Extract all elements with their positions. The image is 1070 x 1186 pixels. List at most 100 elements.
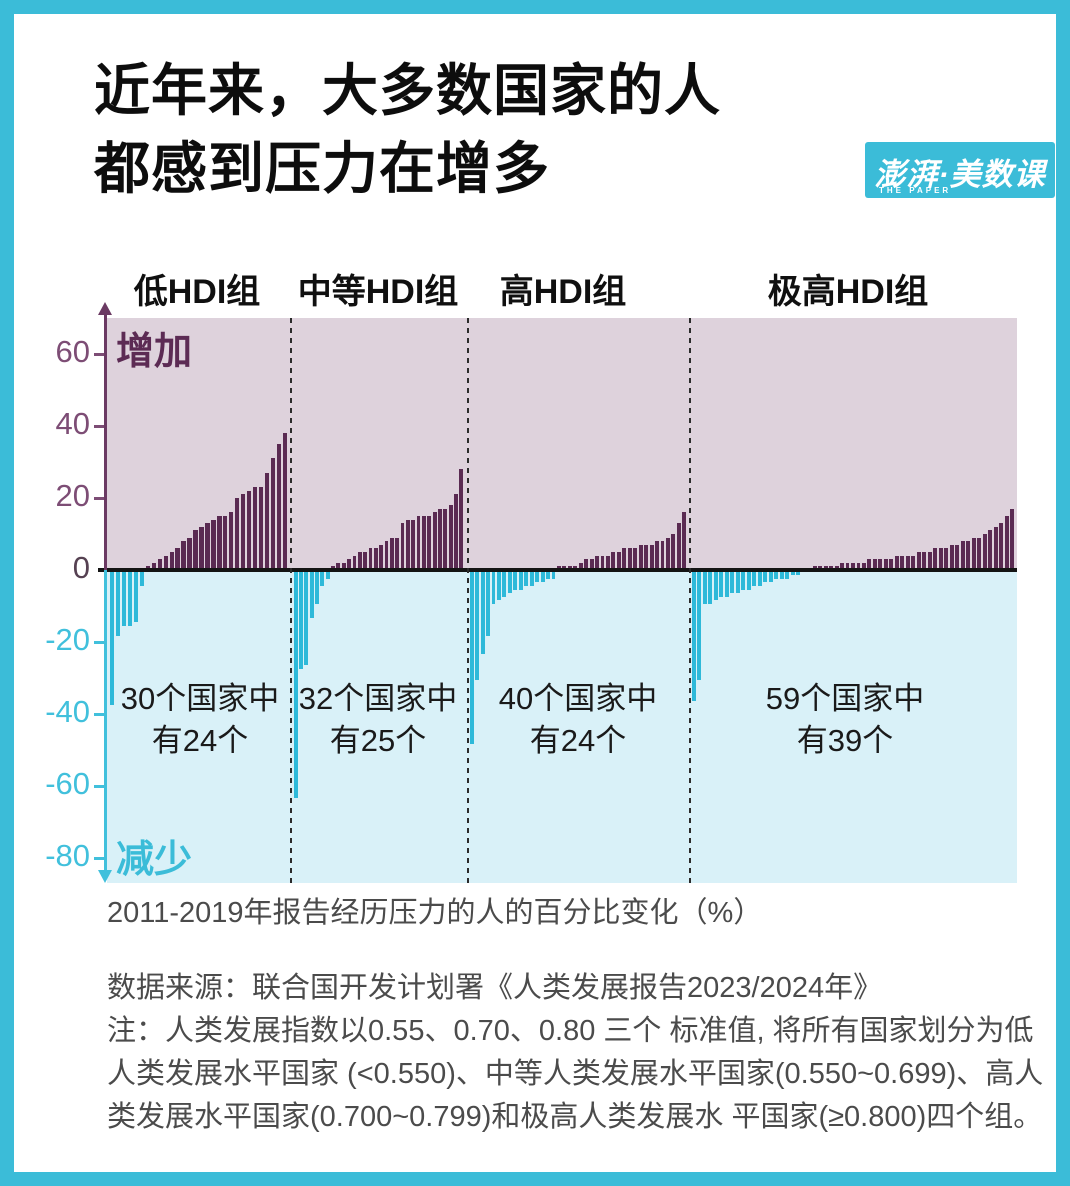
bar-positive — [682, 512, 687, 570]
bar-negative — [540, 571, 545, 583]
y-tick-label: -80 — [45, 838, 90, 873]
bar-negative — [293, 571, 298, 799]
bar-positive — [438, 508, 442, 570]
page-title-line2: 都感到压力在增多 — [94, 137, 550, 200]
bar-positive — [459, 469, 464, 570]
bar-negative — [790, 571, 795, 576]
bar-positive — [270, 458, 276, 570]
bar-positive — [589, 559, 594, 570]
y-tick-mark — [94, 352, 104, 356]
bar-positive — [900, 555, 905, 570]
bar-positive — [595, 555, 600, 570]
bar-negative — [309, 571, 314, 619]
bar-negative — [507, 571, 512, 594]
bar-positive — [999, 523, 1004, 570]
bar-positive — [982, 534, 987, 570]
bar-positive — [905, 555, 910, 570]
bar-negative — [752, 571, 757, 586]
y-tick-label: 20 — [55, 478, 90, 513]
group-label: 高HDI组 — [499, 273, 627, 311]
bar-negative — [741, 571, 746, 590]
plot-background-positive — [107, 318, 1017, 570]
group-annotation: 30个国家中 有24个 — [60, 678, 340, 762]
group-annotation-line2: 有25个 — [329, 723, 427, 758]
bar-positive — [368, 548, 373, 570]
bar-negative — [757, 571, 762, 586]
bar-positive — [606, 555, 610, 570]
bar-positive — [851, 562, 855, 570]
bar-positive — [223, 516, 228, 570]
bar-positive — [1010, 508, 1015, 570]
bar-negative — [486, 571, 491, 637]
bar-positive — [867, 559, 872, 570]
bar-positive — [933, 548, 938, 570]
group-annotation: 32个国家中 有25个 — [238, 678, 518, 762]
bar-positive — [247, 490, 252, 570]
bar-positive — [241, 494, 246, 570]
bar-negative — [513, 571, 518, 590]
y-tick-mark — [94, 712, 104, 716]
footnote-line3: 类发展水平国家(0.700~0.799)和极高人类发展水 平国家(≥0.800)… — [107, 1101, 1043, 1133]
bar-positive — [427, 516, 432, 570]
bar-positive — [341, 562, 346, 570]
bar-positive — [384, 541, 389, 570]
y-tick-label: -20 — [45, 622, 90, 657]
chart-caption: 2011-2019年报告经历压力的人的百分比变化（%） — [107, 897, 763, 929]
group-separator — [466, 318, 469, 883]
thepaper-logo: 澎湃·美数课 THE PAPER — [865, 142, 1055, 198]
group-annotation-line2: 有24个 — [529, 723, 627, 758]
bar-positive — [966, 541, 971, 570]
bar-positive — [665, 537, 670, 570]
group-separator — [689, 318, 691, 883]
group-annotation-line1: 32个国家中 — [298, 681, 458, 716]
bar-positive — [584, 559, 589, 570]
group-label: 低HDI组 — [133, 273, 261, 311]
bar-positive — [169, 552, 174, 570]
footnote-line2: 人类发展水平国家 (<0.550)、中等人类发展水平国家(0.550~0.699… — [107, 1058, 1044, 1090]
bar-negative — [730, 571, 735, 594]
y-axis-line-positive — [104, 314, 107, 570]
bar-negative — [763, 571, 768, 583]
bar-positive — [432, 512, 437, 570]
bar-positive — [872, 559, 877, 570]
plot-background-negative — [107, 570, 1017, 883]
bar-positive — [671, 534, 676, 570]
bar-negative — [115, 571, 121, 637]
bar-positive — [960, 541, 965, 570]
bar-negative — [535, 571, 540, 583]
bar-positive — [163, 555, 168, 570]
bar-positive — [193, 530, 198, 570]
bar-negative — [325, 571, 330, 579]
bar-positive — [938, 548, 943, 570]
y-tick-mark — [94, 784, 104, 788]
bar-positive — [363, 552, 368, 570]
bar-positive — [840, 562, 844, 570]
group-separator — [290, 318, 292, 883]
bar-positive — [181, 541, 186, 570]
bar-positive — [638, 544, 643, 570]
bar-positive — [448, 505, 453, 570]
y-tick-label: 60 — [55, 334, 90, 369]
bar-negative — [551, 571, 556, 579]
bar-negative — [774, 571, 779, 579]
footnote-line1: 注：人类发展指数以0.55、0.70、0.80 三个 标准值, 将所有国家划分为… — [107, 1015, 1034, 1047]
bar-negative — [127, 571, 133, 626]
page-title: 近年来，大多数国家的人 都感到压力在增多 — [94, 52, 721, 208]
bar-positive — [416, 516, 421, 570]
bar-negative — [724, 571, 729, 597]
bar-negative — [315, 571, 319, 604]
bar-positive — [411, 519, 416, 570]
bar-positive — [644, 544, 649, 570]
thepaper-logo-subtext: THE PAPER — [879, 186, 952, 195]
bar-negative — [768, 571, 773, 583]
bar-positive — [889, 559, 894, 570]
bar-positive — [259, 487, 264, 570]
bar-positive — [157, 559, 162, 570]
axis-label-decrease: 减少 — [116, 839, 193, 881]
bar-negative — [518, 571, 523, 590]
bar-negative — [702, 571, 707, 604]
bar-negative — [304, 571, 309, 666]
bar-positive — [676, 523, 681, 570]
